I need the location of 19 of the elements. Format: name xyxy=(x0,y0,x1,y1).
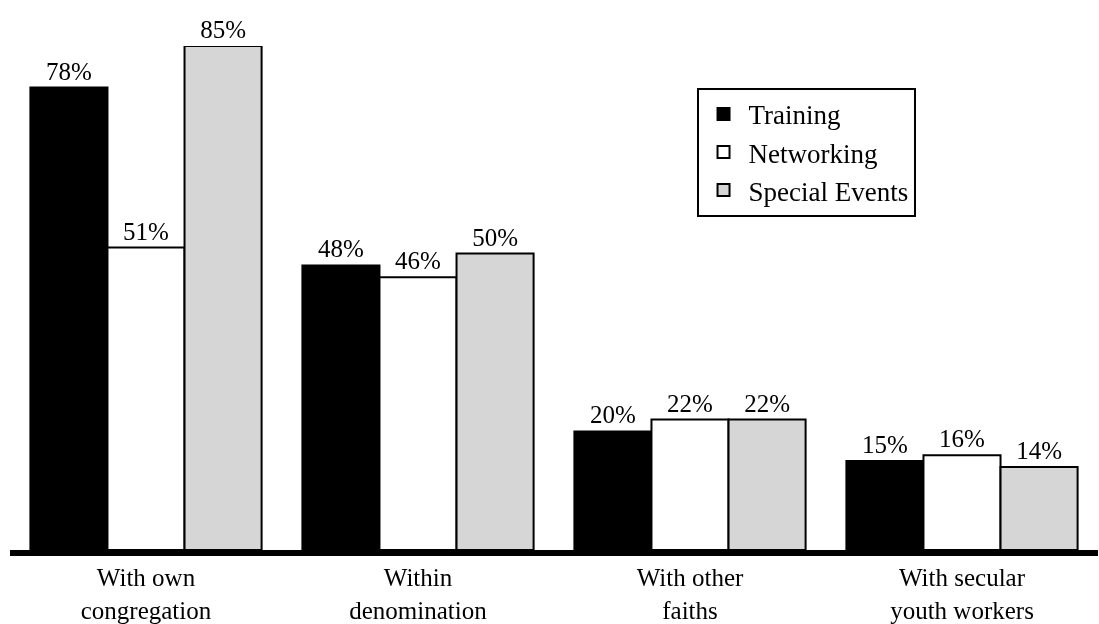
data-label: 22% xyxy=(667,389,713,417)
data-label: 22% xyxy=(744,389,790,417)
legend-label: Training xyxy=(748,100,841,131)
data-label: 85% xyxy=(200,16,246,43)
x-tick-label: With other faiths xyxy=(636,564,744,624)
data-label: 50% xyxy=(472,223,518,251)
x-tick-label: With secular youth workers xyxy=(890,564,1034,624)
x-tick-label: Within denomination xyxy=(349,564,488,624)
data-label: 46% xyxy=(395,247,441,275)
data-label: 78% xyxy=(46,57,92,85)
data-label: 51% xyxy=(123,217,169,245)
legend-label: Networking xyxy=(748,138,878,169)
data-label: 14% xyxy=(1016,436,1062,464)
data-label: 48% xyxy=(318,235,364,263)
legend-label: Special Events xyxy=(748,176,909,207)
data-label: 15% xyxy=(862,431,908,459)
x-tick-label: With own congregation xyxy=(80,564,212,624)
data-label: 20% xyxy=(590,401,636,429)
data-label: 16% xyxy=(939,425,985,453)
